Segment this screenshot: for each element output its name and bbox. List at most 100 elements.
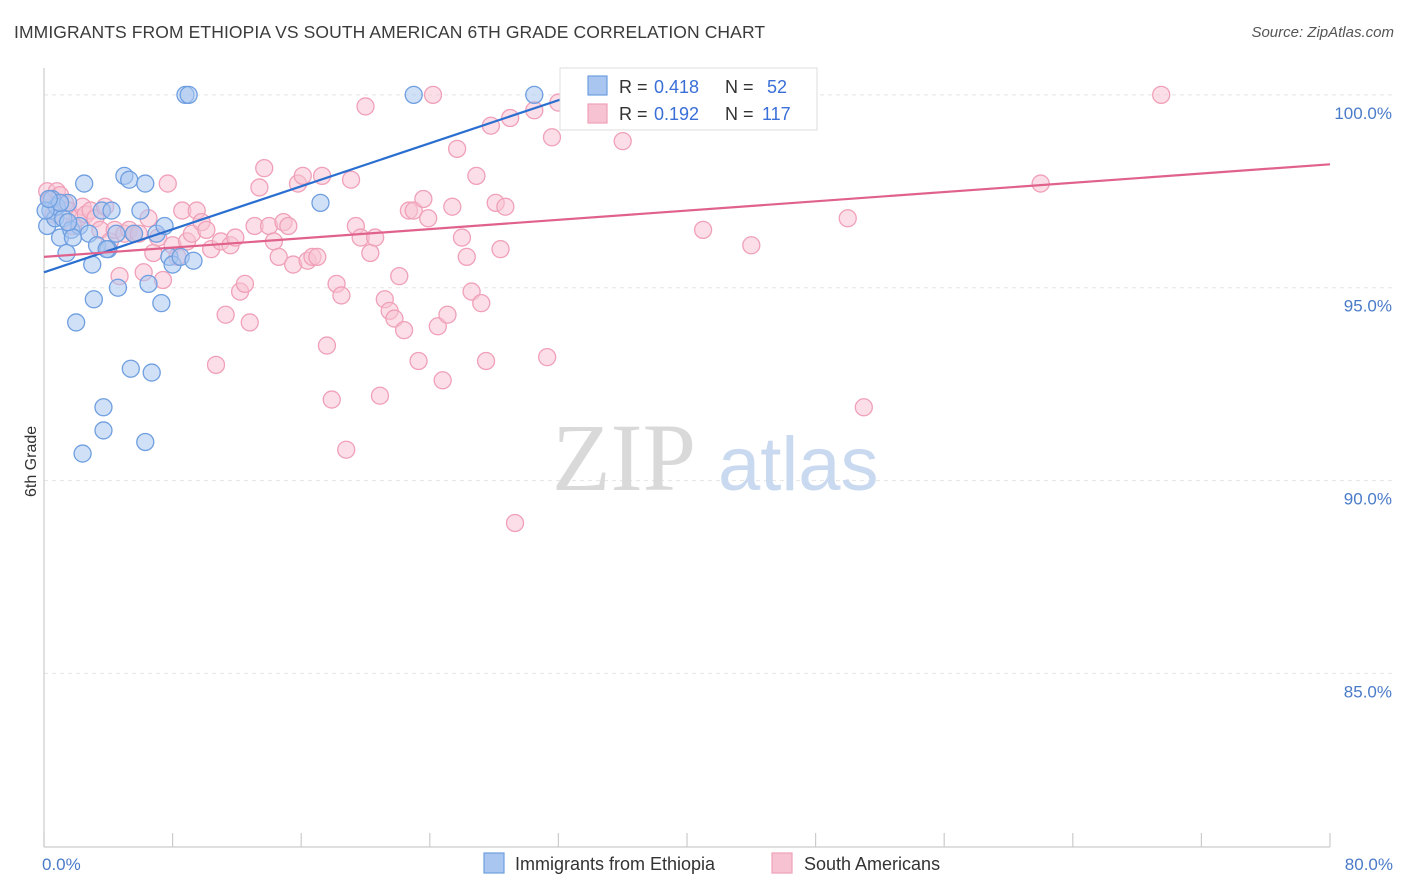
ethiopia-point-42 xyxy=(73,444,92,463)
y-tick-label-0: 100.0% xyxy=(1334,104,1392,123)
ethiopia-point-19 xyxy=(102,201,121,220)
south-americans-point-52 xyxy=(279,216,298,236)
south-americans-point-63 xyxy=(332,286,351,305)
south-americans-point-75 xyxy=(390,266,409,286)
south-americans-point-91 xyxy=(467,166,486,186)
ethiopia-point-31 xyxy=(152,293,171,313)
x-tick-label-1: 80.0% xyxy=(1345,855,1393,874)
ethiopia-trend-line xyxy=(43,93,575,274)
n-value-ethiopia: 52 xyxy=(767,77,787,97)
ethiopia-point-40 xyxy=(94,398,113,417)
south-americans-point-80 xyxy=(414,189,433,209)
south-americans-point-46 xyxy=(250,178,269,197)
bottom-label-south-americans: South Americans xyxy=(804,854,940,874)
ethiopia-point-39 xyxy=(94,421,113,440)
south-americans-point-116 xyxy=(1152,85,1171,105)
bottom-label-ethiopia: Immigrants from Ethiopia xyxy=(515,854,716,874)
gridlines xyxy=(44,94,1392,674)
trend-lines xyxy=(43,93,1331,274)
south-americans-point-85 xyxy=(438,305,457,324)
y-axis-label: 6th Grade xyxy=(23,426,40,497)
source-label: Source: ZipAtlas.com xyxy=(1251,24,1394,41)
ethiopia-point-50 xyxy=(39,189,58,209)
bottom-swatch-south-americans xyxy=(771,852,793,874)
south-americans-point-81 xyxy=(419,209,438,228)
axes xyxy=(43,68,1331,848)
south-americans-point-113 xyxy=(838,209,857,228)
n-value-south-americans: 117 xyxy=(762,104,791,124)
south-americans-point-44 xyxy=(240,313,259,332)
south-americans-point-93 xyxy=(476,351,496,371)
ethiopia-point-38 xyxy=(184,251,203,270)
ethiopia-points xyxy=(36,85,544,463)
south-americans-point-99 xyxy=(505,513,525,533)
south-americans-point-82 xyxy=(423,85,443,105)
south-americans-point-64 xyxy=(337,440,356,459)
south-americans-point-88 xyxy=(452,228,472,247)
y-tick-labels: 100.0% 95.0% 90.0% 85.0% xyxy=(1334,104,1392,702)
ethiopia-point-44 xyxy=(63,228,83,247)
watermark-zip: ZIP xyxy=(552,404,696,511)
x-tick-label-0: 0.0% xyxy=(42,855,81,874)
ethiopia-point-28 xyxy=(139,274,158,294)
y-tick-label-3: 85.0% xyxy=(1344,682,1392,701)
south-americans-point-35 xyxy=(197,220,216,240)
r-value-south-americans: 0.192 xyxy=(654,104,699,124)
south-americans-point-89 xyxy=(457,247,476,267)
ethiopia-point-48 xyxy=(311,193,330,213)
south-americans-point-71 xyxy=(370,386,390,405)
south-americans-point-87 xyxy=(447,139,467,159)
south-americans-point-76 xyxy=(394,320,414,340)
ethiopia-point-7 xyxy=(57,243,76,263)
ethiopia-point-21 xyxy=(108,278,128,297)
r-label-ethiopia: R = xyxy=(619,77,648,97)
ethiopia-point-23 xyxy=(120,170,139,189)
ethiopia-point-47 xyxy=(525,85,544,105)
south-americans-trend-line xyxy=(43,163,1331,258)
south-americans-point-68 xyxy=(356,97,375,116)
watermark: ZIP atlas xyxy=(552,404,879,511)
ethiopia-point-12 xyxy=(75,174,94,193)
south-americans-point-27 xyxy=(158,174,177,193)
south-americans-point-96 xyxy=(491,239,510,259)
south-americans-point-60 xyxy=(317,336,337,355)
south-americans-point-86 xyxy=(443,197,462,216)
south-americans-point-69 xyxy=(361,243,380,263)
y-tick-label-1: 95.0% xyxy=(1344,297,1392,316)
south-americans-point-58 xyxy=(308,247,327,267)
r-value-ethiopia: 0.418 xyxy=(654,77,699,97)
bottom-swatch-ethiopia xyxy=(483,852,505,874)
south-americans-point-39 xyxy=(216,305,235,324)
r-label-south-americans: R = xyxy=(619,104,648,124)
south-americans-point-55 xyxy=(293,166,312,186)
south-americans-point-92 xyxy=(472,293,491,313)
legend-swatch-ethiopia xyxy=(587,75,608,96)
series-legend: Immigrants from Ethiopia South Americans xyxy=(483,852,940,874)
south-americans-point-98 xyxy=(501,108,520,128)
x-tick-labels: 0.0% 80.0% xyxy=(42,855,1393,874)
ethiopia-point-26 xyxy=(131,201,150,220)
south-americans-point-112 xyxy=(742,236,761,255)
ethiopia-point-24 xyxy=(121,359,140,378)
south-americans-point-65 xyxy=(341,170,361,189)
n-label-ethiopia: N = xyxy=(725,77,754,97)
ethiopia-point-46 xyxy=(404,85,423,105)
south-americans-point-50 xyxy=(269,247,288,267)
ethiopia-point-51 xyxy=(58,212,78,232)
south-americans-point-43 xyxy=(235,274,255,294)
south-americans-point-110 xyxy=(693,220,713,240)
y-tick-label-2: 90.0% xyxy=(1344,490,1392,509)
legend-swatch-south-americans xyxy=(587,103,608,124)
south-americans-point-114 xyxy=(854,398,873,417)
south-americans-point-101 xyxy=(537,347,557,367)
chart-title: IMMIGRANTS FROM ETHIOPIA VS SOUTH AMERIC… xyxy=(14,22,766,42)
ethiopia-point-10 xyxy=(67,313,86,332)
south-americans-point-24 xyxy=(144,243,163,263)
south-americans-point-102 xyxy=(542,128,562,147)
ethiopia-point-15 xyxy=(84,290,103,309)
stats-legend: R = 0.418 N = 52 R = 0.192 N = 117 xyxy=(559,67,818,131)
ethiopia-point-37 xyxy=(179,85,198,105)
ethiopia-point-27 xyxy=(136,174,155,193)
watermark-atlas: atlas xyxy=(718,422,879,507)
